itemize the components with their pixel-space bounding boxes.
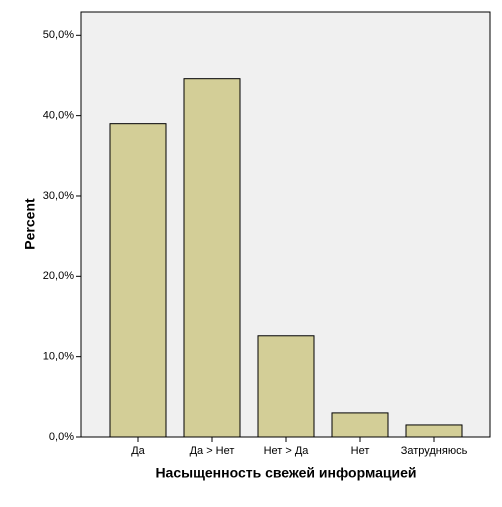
bar [257,335,315,438]
y-tick-label: 50,0% [43,29,74,41]
x-axis-title: Насыщенность свежей информацией [155,465,416,481]
x-tick-label: Затрудняюсь [401,445,468,457]
y-axis-title: Percent [22,198,38,250]
bar [183,78,241,438]
y-tick-label: 30,0% [43,190,74,202]
y-tick-label: 0,0% [49,431,74,443]
bar [331,412,389,438]
bar [109,123,167,438]
x-tick-label: Да [131,445,145,457]
x-tick-label: Нет [351,445,370,457]
y-tick-label: 40,0% [43,110,74,122]
y-tick-label: 10,0% [43,351,74,363]
x-tick-label: Нет > Да [264,445,310,457]
x-tick-label: Да > Нет [190,445,235,457]
bar [405,424,463,438]
y-tick-label: 20,0% [43,270,74,282]
